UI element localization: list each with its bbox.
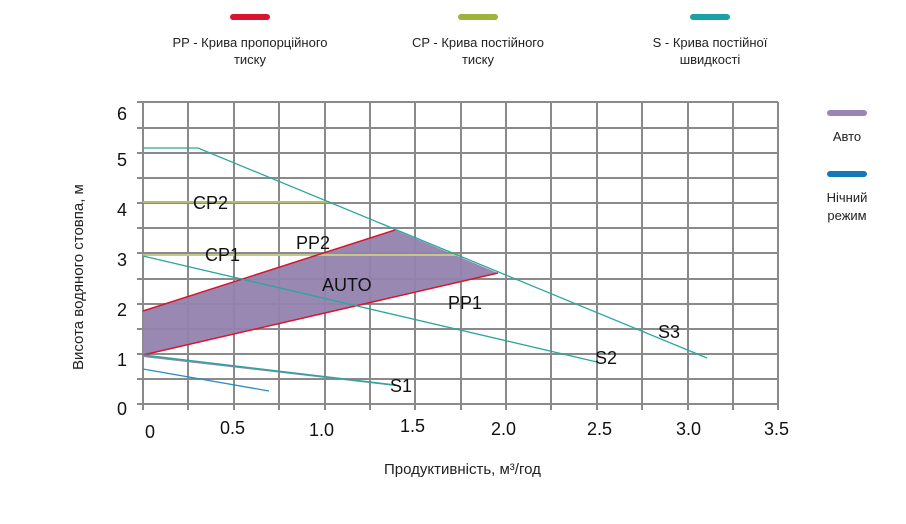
label-pp2: PP2 — [296, 233, 330, 253]
x-axis-ticks: 0 0.5 1.0 1.5 2.0 2.5 3.0 3.5 — [145, 416, 789, 442]
legend-label-night-line1: Нічний — [826, 190, 868, 205]
legend-swatch-s — [690, 14, 730, 20]
label-cp2: CP2 — [193, 193, 228, 213]
night-mode-line — [142, 368, 270, 392]
s1-line — [142, 354, 396, 386]
label-auto: AUTO — [322, 275, 372, 295]
x-tick: 3.0 — [676, 419, 701, 439]
legend-swatch-auto — [827, 110, 867, 116]
auto-area — [143, 230, 498, 355]
x-axis-title: Продуктивність, м³/год — [384, 461, 541, 478]
legend-swatch-night — [827, 171, 867, 177]
x-tick: 0 — [145, 422, 155, 442]
legend-label-cp-line2: тиску — [461, 52, 495, 67]
x-tick: 2.5 — [587, 419, 612, 439]
legend-label-pp-line2: тиску — [233, 52, 267, 67]
legend-item-auto: Авто — [807, 110, 887, 146]
legend-item-pp: PP - Крива пропорційного тиску — [150, 14, 350, 68]
x-tick: 0.5 — [220, 418, 245, 438]
label-cp1: CP1 — [205, 245, 240, 265]
x-tick: 2.0 — [491, 419, 516, 439]
legend-swatch-cp — [458, 14, 498, 20]
s2-line — [142, 255, 598, 363]
label-s3: S3 — [658, 322, 680, 342]
y-axis-ticks: 0 1 2 3 4 5 6 — [117, 104, 127, 419]
legend-swatch-pp — [230, 14, 270, 20]
x-tick: 3.5 — [764, 419, 789, 439]
legend-label-pp-line1: PP - Крива пропорційного — [172, 35, 328, 50]
legend-label-cp-line1: CP - Крива постійного — [411, 35, 544, 50]
y-tick: 5 — [117, 150, 127, 170]
s3-line — [143, 147, 708, 359]
y-tick: 2 — [117, 300, 127, 320]
pp1-line — [142, 272, 499, 356]
label-s1: S1 — [390, 376, 412, 396]
y-tick: 4 — [117, 200, 127, 220]
y-tick: 6 — [117, 104, 127, 124]
legend-label-night-line2: режим — [827, 208, 867, 223]
x-tick: 1.0 — [309, 420, 334, 440]
y-axis-title: Висота водяного стовпа, м — [70, 184, 87, 370]
legend-label-auto: Авто — [832, 129, 862, 144]
legend-label-s-line2: швидкості — [679, 52, 741, 67]
legend-item-s: S - Крива постійної швидкості — [610, 14, 810, 68]
y-tick: 1 — [117, 350, 127, 370]
legend-label-s-line1: S - Крива постійної — [652, 35, 768, 50]
label-pp1: PP1 — [448, 293, 482, 313]
y-tick: 3 — [117, 250, 127, 270]
x-tick: 1.5 — [400, 416, 425, 436]
legend-item-night: Нічний режим — [807, 171, 887, 225]
label-s2: S2 — [595, 348, 617, 368]
legend-item-cp: CP - Крива постійного тиску — [378, 14, 578, 68]
pp2-line — [142, 229, 396, 312]
y-tick: 0 — [117, 399, 127, 419]
